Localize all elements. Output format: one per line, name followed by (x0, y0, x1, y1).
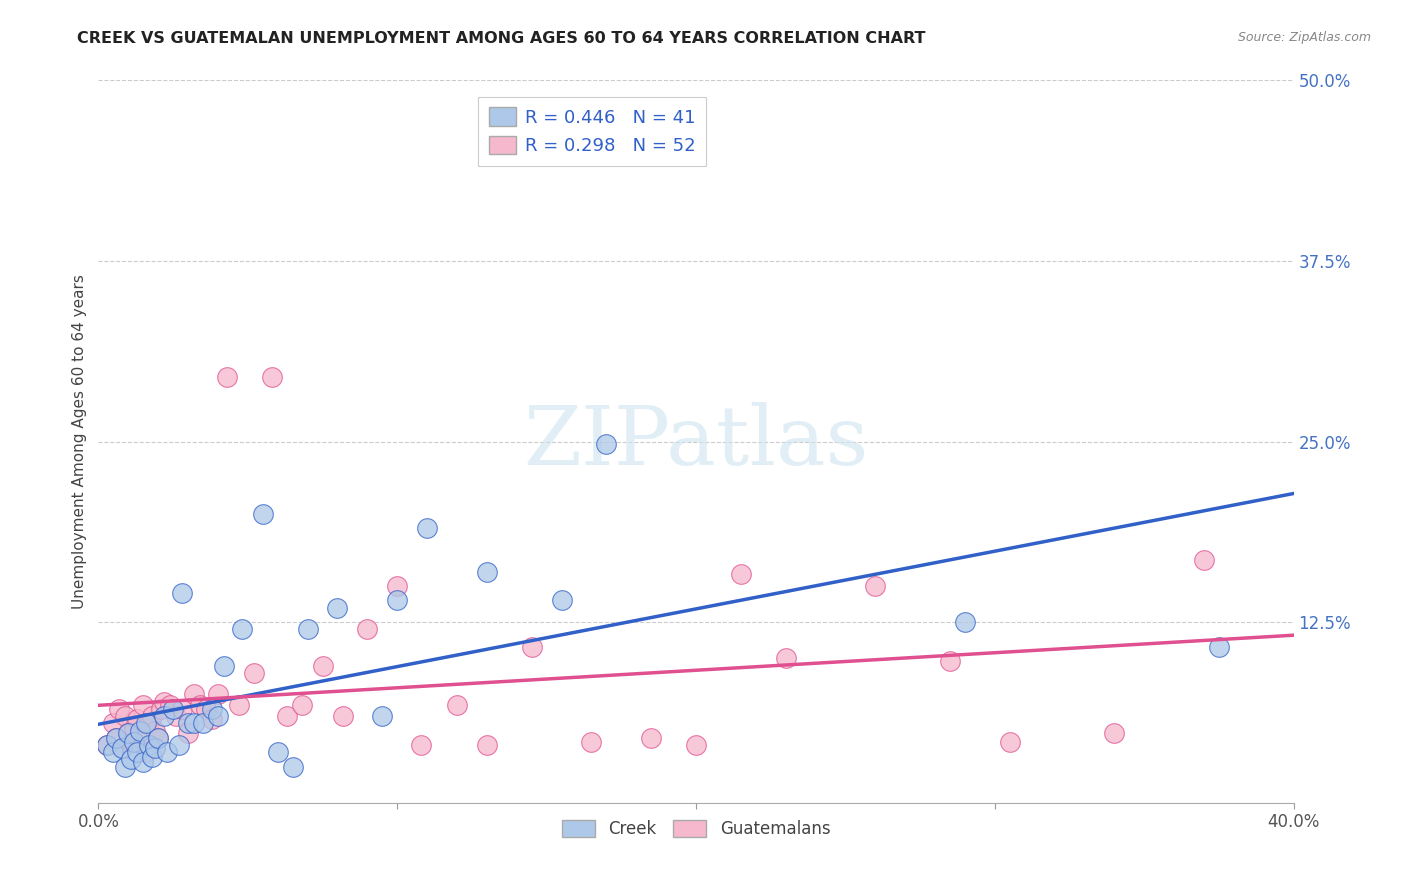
Point (132, 756, 155, 770)
Point (105, 731, 128, 745)
Point (153, 695, 176, 709)
Point (475, 565, 498, 579)
Point (267, 745, 290, 759)
Point (228, 698, 250, 712)
Point (159, 698, 181, 712)
Point (138, 716, 160, 731)
Point (212, 658, 235, 673)
Point (135, 745, 157, 759)
Point (1104, 726, 1126, 740)
Point (105, 731, 128, 745)
Point (111, 740, 134, 755)
Point (411, 738, 433, 752)
Point (260, 369, 283, 384)
Point (114, 709, 136, 723)
Point (177, 716, 200, 731)
Point (120, 752, 142, 766)
Point (183, 716, 205, 731)
Point (129, 723, 152, 738)
Point (143, 723, 166, 738)
Point (550, 593, 572, 607)
Text: ZIPatlas: ZIPatlas (523, 401, 869, 482)
Point (156, 745, 179, 759)
Point (297, 623, 319, 637)
Point (135, 716, 157, 731)
Point (141, 709, 163, 723)
Text: CREEK VS GUATEMALAN UNEMPLOYMENT AMONG AGES 60 TO 64 YEARS CORRELATION CHART: CREEK VS GUATEMALAN UNEMPLOYMENT AMONG A… (77, 31, 925, 46)
Point (148, 731, 170, 745)
Point (117, 726, 139, 740)
Point (385, 579, 409, 593)
Point (127, 745, 149, 759)
Point (685, 738, 707, 752)
Point (141, 749, 163, 764)
Point (775, 651, 797, 665)
Point (153, 709, 176, 723)
Point (124, 721, 146, 735)
Point (108, 702, 131, 716)
Point (150, 702, 173, 716)
Point (201, 712, 224, 726)
Point (416, 521, 439, 535)
Text: Source: ZipAtlas.com: Source: ZipAtlas.com (1237, 31, 1371, 45)
Point (939, 654, 962, 668)
Point (326, 600, 349, 615)
Point (520, 640, 543, 654)
Point (311, 658, 333, 673)
Point (207, 709, 229, 723)
Y-axis label: Unemployment Among Ages 60 to 64 years: Unemployment Among Ages 60 to 64 years (72, 274, 87, 609)
Point (188, 698, 211, 712)
Point (129, 731, 152, 745)
Point (172, 702, 194, 716)
Point (201, 702, 224, 716)
Point (581, 735, 603, 749)
Point (865, 579, 887, 593)
Point (332, 709, 354, 723)
Point (120, 735, 142, 749)
Point (231, 623, 253, 637)
Point (117, 726, 139, 740)
Point (191, 716, 214, 731)
Point (243, 665, 266, 680)
Point (162, 702, 184, 716)
Point (276, 709, 298, 723)
Point (1208, 640, 1230, 654)
Point (177, 726, 200, 740)
Point (165, 709, 187, 723)
Point (148, 731, 170, 745)
Point (143, 740, 166, 755)
Point (281, 760, 304, 774)
Point (371, 709, 394, 723)
Legend: Creek, Guatemalans: Creek, Guatemalans (555, 814, 837, 845)
Point (167, 738, 190, 752)
Point (998, 735, 1021, 749)
Point (252, 507, 274, 521)
Point (114, 760, 136, 774)
Point (96, 738, 118, 752)
Point (1192, 553, 1215, 567)
Point (446, 698, 468, 712)
Point (207, 687, 229, 701)
Point (595, 437, 617, 451)
Point (385, 593, 409, 607)
Point (291, 698, 314, 712)
Point (215, 369, 238, 384)
Point (730, 567, 752, 582)
Point (103, 745, 125, 759)
Point (132, 698, 155, 712)
Point (111, 740, 134, 755)
Point (96, 738, 118, 752)
Point (195, 702, 218, 716)
Point (475, 738, 498, 752)
Point (103, 716, 125, 731)
Point (640, 731, 662, 745)
Point (183, 687, 205, 701)
Point (127, 712, 149, 726)
Point (138, 738, 160, 752)
Point (356, 623, 378, 637)
Point (953, 615, 976, 630)
Point (124, 735, 146, 749)
Point (172, 586, 194, 600)
